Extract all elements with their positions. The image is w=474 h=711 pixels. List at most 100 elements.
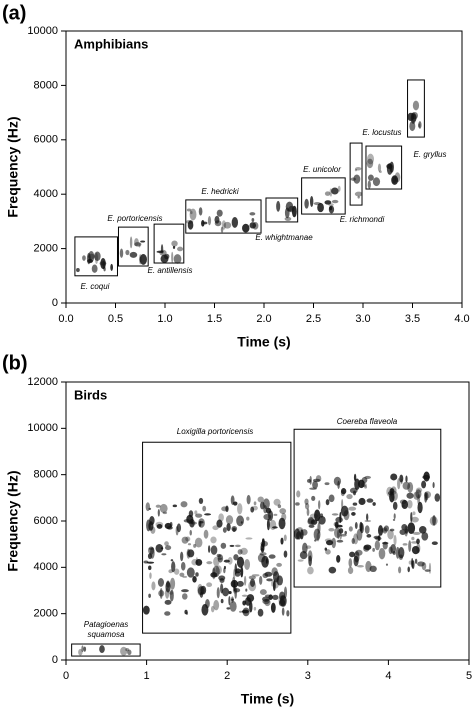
- spectrogram-texture: [268, 554, 276, 559]
- spectrogram-texture: [382, 527, 388, 534]
- x-axis-label: Time (s): [241, 691, 294, 707]
- spectrogram-texture: [418, 121, 422, 129]
- spectrogram-texture: [352, 502, 358, 506]
- spectrogram-texture: [281, 607, 285, 616]
- spectrogram-texture: [253, 606, 257, 611]
- spectrogram-texture: [432, 482, 435, 489]
- y-tick-label: 0: [52, 654, 58, 666]
- spectrogram-texture: [307, 550, 313, 562]
- spectrogram-texture: [288, 205, 295, 213]
- spectrogram-texture: [277, 504, 282, 509]
- species-label-box: Patagioenas squamosa: [83, 620, 129, 639]
- spectrogram-texture: [270, 602, 276, 613]
- spectrogram-texture: [411, 560, 415, 570]
- spectrogram-texture: [408, 560, 413, 565]
- spectrogram-texture: [119, 248, 124, 258]
- species-label: E. hedricki: [201, 187, 239, 196]
- species-label: E. whightmanae: [255, 233, 313, 242]
- spectrogram-texture: [83, 646, 87, 652]
- spectrogram-texture: [226, 607, 231, 610]
- species-label: Patagioenas squamosa: [83, 620, 129, 639]
- spectrogram-texture: [354, 191, 363, 197]
- spectrogram-texture: [120, 646, 128, 656]
- spectrogram-texture: [249, 212, 256, 216]
- spectrogram-texture: [199, 591, 204, 598]
- spectrogram-texture: [306, 508, 310, 517]
- spectrogram-texture: [356, 529, 363, 541]
- spectrogram-texture: [150, 547, 155, 559]
- spectrogram-texture: [197, 586, 205, 596]
- spectrogram-texture: [406, 492, 414, 499]
- spectrogram-texture: [258, 575, 263, 585]
- spectrogram-texture: [392, 518, 396, 522]
- spectrogram-texture: [148, 565, 152, 571]
- spectrogram-texture: [358, 497, 366, 506]
- spectrogram-texture: [220, 226, 224, 233]
- spectrogram-texture: [262, 572, 269, 579]
- spectrogram-texture: [366, 498, 374, 503]
- spectrogram-texture: [363, 545, 370, 552]
- spectrogram-texture: [304, 498, 309, 505]
- spectrogram-texture: [225, 505, 229, 513]
- spectrogram-texture: [125, 249, 130, 256]
- spectrogram-texture: [334, 527, 341, 539]
- spectrogram-texture: [181, 536, 189, 544]
- spectrogram-texture: [156, 250, 164, 254]
- spectrogram-texture: [278, 595, 286, 606]
- spectrogram-texture: [165, 588, 170, 599]
- spectrogram-texture: [232, 576, 236, 588]
- panel-label: (b): [2, 352, 28, 374]
- x-tick-label: 1.5: [207, 313, 222, 325]
- spectrogram-texture: [257, 553, 266, 563]
- spectrogram-texture: [336, 554, 341, 563]
- spectrogram-texture: [324, 482, 330, 486]
- spectrogram-texture: [353, 473, 357, 482]
- spectrogram-texture: [367, 180, 371, 189]
- spectrogram-texture: [216, 519, 223, 528]
- spectrogram-texture: [160, 547, 164, 550]
- spectrogram-texture: [434, 493, 441, 502]
- spectrogram-texture: [279, 591, 286, 601]
- spectrogram-texture: [155, 521, 164, 528]
- spectrogram-texture: [205, 599, 210, 609]
- spectrogram-texture: [251, 217, 255, 223]
- spectrogram-texture: [231, 598, 234, 601]
- spectrogram-texture: [340, 505, 349, 517]
- species-label: E. gryllus: [414, 150, 447, 159]
- species-label: E. portoricensis: [107, 214, 162, 223]
- spectrogram-texture: [249, 600, 253, 613]
- spectrogram-texture: [367, 174, 374, 181]
- spectrogram-texture: [324, 191, 331, 196]
- spectrogram-texture: [266, 578, 273, 582]
- spectrogram-texture: [331, 187, 339, 195]
- spectrogram-texture: [210, 536, 217, 544]
- spectrogram-texture: [125, 648, 130, 652]
- spectrogram-texture: [193, 543, 197, 548]
- spectrogram-texture: [213, 556, 220, 567]
- spectrogram-texture: [311, 495, 316, 501]
- species-label: E. unicolor: [303, 165, 341, 174]
- spectrogram-texture: [272, 526, 278, 529]
- spectrogram-texture: [272, 594, 279, 601]
- spectrogram-texture: [198, 518, 205, 528]
- spectrogram-texture: [194, 510, 198, 515]
- spectrogram-texture: [331, 513, 339, 516]
- spectrogram-texture: [244, 559, 251, 571]
- spectrogram-texture: [166, 526, 173, 530]
- spectrogram-texture: [236, 515, 245, 527]
- spectrogram-texture: [223, 221, 232, 229]
- call-box: [301, 177, 346, 215]
- plot-title: Birds: [74, 387, 107, 402]
- spectrogram-texture: [398, 546, 405, 559]
- spectrogram-texture: [325, 549, 331, 555]
- spectrogram-texture: [405, 475, 408, 483]
- spectrogram-texture: [424, 569, 431, 572]
- call-box: [349, 142, 363, 206]
- spectrogram-texture: [387, 529, 394, 540]
- spectrogram-texture: [366, 158, 374, 169]
- spectrogram-texture: [207, 216, 212, 226]
- spectrogram-texture: [273, 498, 281, 506]
- spectrogram-texture: [295, 502, 300, 506]
- spectrogram-texture: [206, 561, 213, 565]
- spectrogram-texture: [377, 163, 382, 173]
